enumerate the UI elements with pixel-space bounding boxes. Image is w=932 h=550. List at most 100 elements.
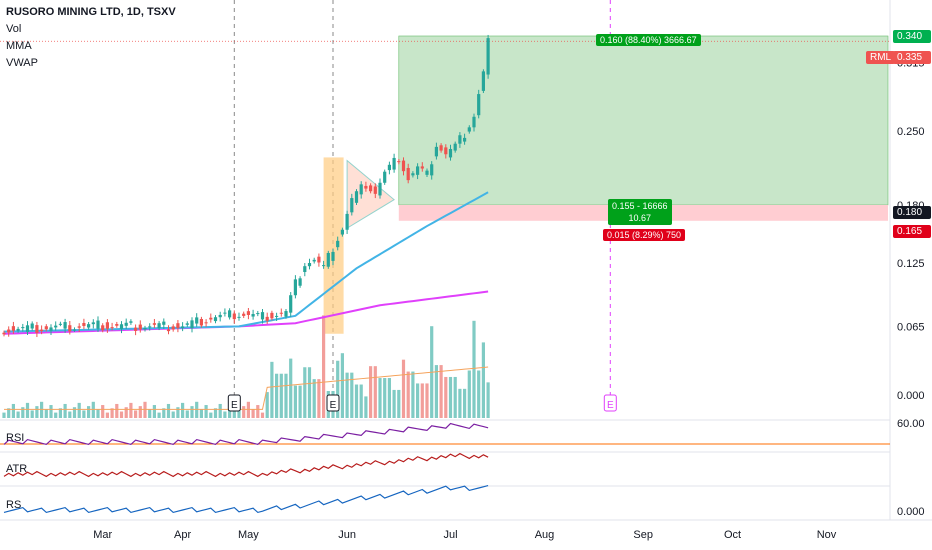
volume-bar [152, 405, 156, 418]
volume-bar [143, 401, 147, 418]
candle-body [453, 143, 457, 151]
volume-bar [340, 353, 344, 418]
volume-bar [251, 409, 255, 418]
candle-body [439, 145, 443, 151]
candle-body [317, 256, 321, 263]
candle-body [228, 310, 232, 318]
x-tick-label: Aug [535, 529, 555, 541]
candle-body [16, 328, 20, 331]
candle-body [91, 322, 95, 325]
volume-bar [54, 412, 58, 418]
volume-bar [218, 403, 222, 418]
volume-bar [209, 412, 213, 418]
candle-body [134, 327, 138, 331]
candle-body [7, 329, 11, 333]
x-tick-label: May [238, 529, 259, 541]
volume-bar [63, 403, 67, 418]
candle-body [242, 313, 246, 316]
volume-bar [406, 371, 410, 418]
volume-bar [354, 384, 359, 418]
candle-body [430, 164, 434, 176]
volume-bar [162, 408, 166, 418]
candle-body [77, 326, 81, 328]
candle-body [58, 323, 62, 325]
volume-bar [397, 389, 401, 418]
rs-line [3, 485, 489, 514]
volume-bar [213, 408, 218, 418]
candle-body [152, 323, 156, 325]
event-marker-label: E [231, 400, 238, 411]
y-tick-label: 0.065 [897, 321, 925, 333]
stop-price-tag: 0.165 [893, 225, 931, 238]
x-tick-label: Sep [633, 529, 653, 541]
volume-bar [246, 401, 250, 418]
volume-bar [260, 412, 265, 418]
volume-bar [387, 378, 391, 418]
candle-body [87, 324, 91, 328]
event-marker-box [326, 394, 340, 412]
volume-bar [44, 409, 48, 418]
volume-bar [35, 406, 39, 418]
volume-bar [72, 407, 77, 418]
volume-bar [322, 315, 326, 418]
candle-body [185, 323, 189, 325]
volume-bar [345, 372, 349, 418]
volume-bar [425, 383, 429, 418]
candle-body [444, 147, 448, 155]
candle-body [392, 157, 396, 170]
candle-body [213, 317, 218, 322]
candle-body [448, 148, 453, 158]
candle-body [284, 311, 288, 317]
candle-body [420, 166, 424, 169]
y-tick-label: 0.000 [897, 390, 925, 402]
x-tick-label: Jul [443, 529, 457, 541]
volume-bar [392, 389, 396, 418]
volume-bar [439, 365, 443, 418]
x-tick-label: Jun [338, 529, 356, 541]
candle-body [298, 278, 302, 286]
candle-body [63, 322, 67, 329]
candle-body [397, 161, 401, 163]
candle-body [387, 164, 391, 171]
volume-bar [275, 373, 279, 418]
volume-bar [242, 406, 246, 418]
candle-body [369, 185, 373, 192]
candle-body [110, 327, 114, 329]
rs-value-tick: 0.000 [897, 506, 925, 518]
candle-body [251, 314, 255, 317]
candle-body [171, 326, 175, 330]
candle-body [68, 325, 72, 332]
legend-mma[interactable]: MMA [6, 40, 32, 52]
rs-label: RS [6, 499, 22, 511]
candle-body [425, 170, 429, 175]
volume-bar [448, 376, 453, 418]
slow-ma-line [3, 290, 489, 335]
volume-bar [256, 405, 260, 418]
volume-bar [115, 403, 119, 418]
candle-body [190, 320, 194, 329]
candle-body [35, 325, 39, 333]
x-tick-label: Apr [174, 529, 191, 541]
candle-body [322, 265, 326, 267]
volume-bar [49, 405, 53, 418]
volume-bar [383, 378, 387, 418]
candle-body [472, 116, 476, 128]
candle-body [303, 266, 307, 272]
volume-bar [411, 371, 415, 418]
volume-bar [237, 410, 241, 418]
volume-bar [420, 383, 424, 418]
volume-bar [458, 388, 462, 418]
legend-vwap[interactable]: VWAP [6, 57, 38, 69]
legend-vol[interactable]: Vol [6, 23, 22, 35]
candle-body [275, 315, 279, 317]
volume-bar [416, 383, 420, 418]
volume-bar [359, 384, 363, 418]
candle-body [289, 295, 293, 313]
candle-body [364, 185, 368, 189]
fast-ma-line [3, 191, 489, 333]
candle-body [115, 324, 119, 326]
volume-bar [317, 379, 321, 418]
candle-body [458, 135, 462, 144]
candle-body [40, 329, 44, 332]
candle-body [54, 325, 58, 328]
